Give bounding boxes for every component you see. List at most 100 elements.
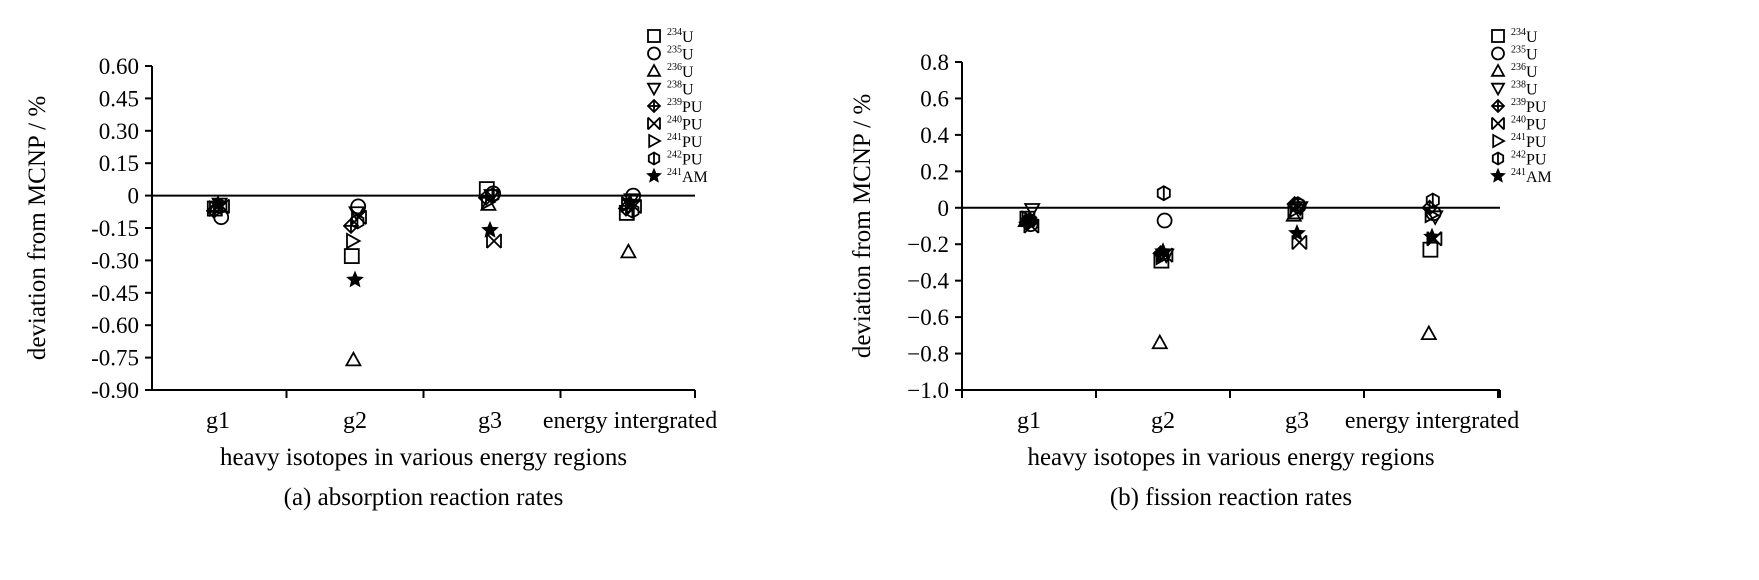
y-tick-label: -0.90 <box>91 378 139 403</box>
legend-label: 234U <box>1511 27 1538 46</box>
x-tick-label: g2 <box>1151 408 1175 434</box>
y-tick-label: 0 <box>128 184 140 209</box>
data-point-241pu-g3 <box>1289 201 1306 219</box>
data-point-241am-energy-intergrated <box>621 192 639 210</box>
data-point-241pu-energy-intergrated <box>1424 206 1441 224</box>
data-point-236u-g2 <box>1151 333 1169 350</box>
y-tick-label: -0.60 <box>91 313 139 338</box>
legend-entry-241am: 241AM <box>1490 167 1552 186</box>
y-tick-label: -0.30 <box>91 248 139 273</box>
x-tick-label: g1 <box>1017 408 1041 434</box>
legend: 234U235U236U238U239PU240PU241PU242PU241A… <box>646 27 708 186</box>
legend-entry-236u: 236U <box>1490 62 1538 81</box>
x-tick-label: g2 <box>343 408 367 434</box>
legend-label: 239PU <box>1511 97 1547 116</box>
legend-entry-238u: 238U <box>646 80 694 99</box>
y-tick-label: 0.8 <box>920 50 949 75</box>
legend-entry-241am: 241AM <box>646 167 708 186</box>
data-point-236u-g2 <box>344 350 362 367</box>
legend-label: 241PU <box>1511 132 1547 151</box>
legend-label: 240PU <box>667 115 703 134</box>
legend-label: 235U <box>1511 45 1538 64</box>
legend: 234U235U236U238U239PU240PU241PU242PU241A… <box>1490 27 1552 186</box>
y-tick-label: -0.75 <box>91 346 139 371</box>
legend-entry-236u: 236U <box>646 62 694 81</box>
legend-label: 240PU <box>1511 115 1547 134</box>
x-tick-label: g3 <box>1285 408 1309 434</box>
data-point-241am-g3 <box>1288 223 1306 241</box>
x-tick-label: g1 <box>206 408 230 434</box>
data-point-241am-g3 <box>481 220 499 238</box>
y-tick-label: 0.15 <box>99 151 139 176</box>
legend-entry-242pu: 242PU <box>1491 150 1547 169</box>
y-tick-label: 0.6 <box>920 86 949 111</box>
legend-label: 241AM <box>1511 167 1552 186</box>
data-point-242pu-g2 <box>350 213 365 230</box>
chart-panel-a: 0.60 0.45 0.30 0.15 0 -0.15 -0.30 -0.45 -0.60 -0.… <box>24 27 717 511</box>
data-point-238u-g1 <box>1023 203 1041 219</box>
x-tick-label: energy intergrated <box>543 408 717 434</box>
legend-entry-238u: 238U <box>1490 80 1538 99</box>
data-point-236u-energy-intergrated <box>619 242 637 259</box>
data-point-242pu-g3 <box>485 187 500 204</box>
y-tick-label: -0.15 <box>91 216 139 241</box>
data-point-241am-energy-intergrated <box>1423 227 1441 245</box>
legend-entry-240pu: 240PU <box>1491 115 1547 134</box>
legend-entry-242pu: 242PU <box>647 150 703 169</box>
legend-entry-235u: 235U <box>1491 45 1538 64</box>
chart-caption: (a) absorption reaction rates <box>284 484 564 511</box>
data-point-234u-g2 <box>343 248 360 264</box>
chart-panel-b: 0.8 0.6 0.4 0.2 0 −0.2 −0.4 −0.6 −0.8 −1.0 g1 g2 g3 e… <box>849 27 1552 511</box>
data-point-236u-energy-intergrated <box>1420 324 1438 341</box>
legend-entry-239pu: 239PU <box>646 97 703 116</box>
x-tick-label: energy intergrated <box>1345 408 1519 434</box>
legend-label: 235U <box>667 45 694 64</box>
x-tick-label: g3 <box>478 408 502 434</box>
y-tick-label: 0.4 <box>920 123 949 148</box>
y-tick-label: −0.4 <box>907 269 949 294</box>
legend-label: 236U <box>667 62 694 81</box>
legend-entry-241pu: 241PU <box>1492 132 1547 151</box>
data-point-241am-g2 <box>1154 242 1172 260</box>
data-point-241pu-g3 <box>481 193 497 211</box>
data-point-234u-energy-intergrated <box>1422 241 1439 258</box>
data-point-242pu-g3 <box>1290 196 1305 213</box>
y-tick-label: 0 <box>938 196 950 221</box>
legend-label: 241PU <box>667 132 703 151</box>
data-point-241am-g1 <box>1020 211 1038 229</box>
legend-entry-240pu: 240PU <box>647 115 703 134</box>
data-point-238u-g2 <box>348 206 366 222</box>
data-point-235u-g2 <box>1156 212 1173 229</box>
legend-label: 238U <box>667 80 694 99</box>
legend-entry-234u: 234U <box>1491 27 1538 46</box>
x-axis-title: heavy isotopes in various energy regions <box>1027 444 1434 471</box>
data-point-241am-g1 <box>209 194 227 212</box>
data-point-241pu-g2 <box>346 232 362 250</box>
data-point-238u-energy-intergrated <box>1426 210 1444 226</box>
y-tick-label: −0.2 <box>907 232 949 257</box>
legend-label: 242PU <box>667 150 703 169</box>
legend-entry-234u: 234U <box>647 27 694 46</box>
data-point-242pu-energy-intergrated <box>1425 192 1440 209</box>
y-tick-label: 0.60 <box>99 54 139 79</box>
data-point-241am-g2 <box>346 270 364 288</box>
legend-entry-239pu: 239PU <box>1490 97 1547 116</box>
chart-caption: (b) fission reaction rates <box>1110 484 1352 511</box>
legend-label: 241AM <box>667 167 708 186</box>
data-point-242pu-g2 <box>1156 185 1171 202</box>
legend-entry-241pu: 241PU <box>648 132 703 151</box>
legend-label: 234U <box>667 27 694 46</box>
legend-label: 242PU <box>1511 150 1547 169</box>
y-tick-label: 0.45 <box>99 86 139 111</box>
y-axis-title: deviation from MCNP / % <box>849 94 876 358</box>
legend-entry-235u: 235U <box>647 45 694 64</box>
y-axis-title: deviation from MCNP / % <box>24 96 51 360</box>
y-tick-label: 0.30 <box>99 119 139 144</box>
y-tick-label: −0.8 <box>907 342 949 367</box>
legend-label: 236U <box>1511 62 1538 81</box>
y-tick-label: 0.2 <box>920 159 949 184</box>
legend-label: 238U <box>1511 80 1538 99</box>
data-point-240pu-g3 <box>486 233 502 249</box>
y-tick-label: −1.0 <box>907 378 949 403</box>
